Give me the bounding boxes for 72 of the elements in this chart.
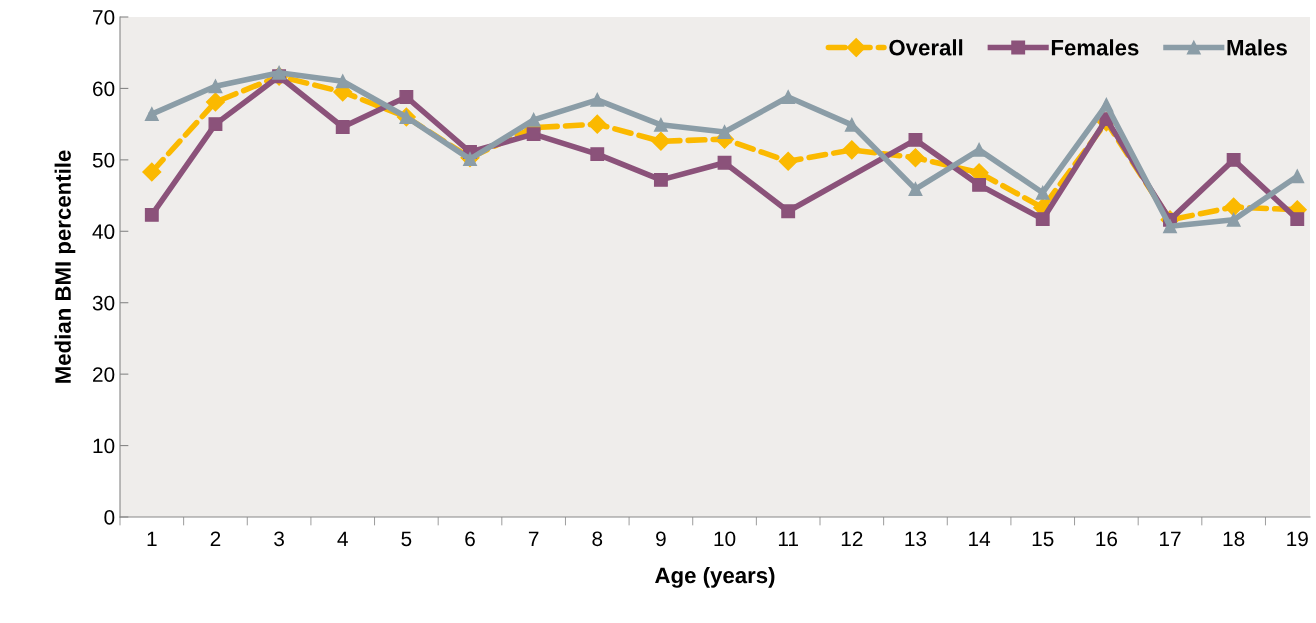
x-tick-label: 8: [592, 531, 603, 547]
point: [587, 114, 607, 134]
point: [972, 142, 987, 157]
point: [651, 131, 671, 151]
point: [844, 117, 859, 132]
point: [335, 74, 350, 89]
x-tick-label: 1: [147, 531, 157, 546]
point: [842, 140, 862, 160]
y-tick-label: 0: [104, 510, 115, 525]
point: [653, 172, 668, 187]
x-tick-label: 6: [465, 531, 475, 547]
x-tick-label: 4: [337, 531, 348, 546]
x-tick-label: 10: [714, 531, 736, 547]
legend-label: Females: [1051, 39, 1139, 56]
point: [1226, 152, 1241, 167]
y-axis-title: Median BMI percentile: [54, 150, 76, 383]
y-tick-label: 10: [93, 438, 115, 454]
x-axis-title: Age (years): [655, 566, 775, 588]
legend-label: Males: [1227, 39, 1287, 56]
point: [972, 177, 987, 192]
point: [1035, 212, 1050, 227]
y-tick-label: 50: [92, 152, 115, 168]
point: [208, 117, 223, 132]
x-tick-label: 18: [1223, 531, 1245, 547]
point: [1163, 219, 1177, 234]
x-tick-label: 12: [841, 531, 863, 546]
point: [208, 79, 223, 94]
point: [463, 152, 477, 167]
x-tick-label: 9: [656, 531, 666, 547]
x-tick-label: 14: [969, 531, 991, 546]
point: [1035, 185, 1050, 200]
point: [717, 125, 732, 139]
x-tick-label: 2: [210, 531, 221, 546]
x-tick-label: 5: [401, 531, 412, 547]
x-tick-label: 13: [905, 531, 927, 547]
x-tick-label: 7: [528, 531, 539, 546]
point: [399, 90, 414, 104]
x-tick-label: 19: [1287, 531, 1308, 547]
point: [781, 90, 796, 104]
point: [1226, 212, 1241, 227]
point: [590, 147, 605, 162]
point: [717, 155, 732, 170]
point: [653, 117, 668, 132]
point: [1290, 169, 1305, 184]
point: [144, 207, 159, 222]
x-tick-label: 3: [274, 531, 284, 547]
y-tick-label: 60: [93, 81, 115, 97]
point: [590, 92, 605, 107]
y-tick-label: 40: [92, 224, 115, 240]
point: [1224, 197, 1244, 217]
x-tick-label: 16: [1096, 531, 1118, 547]
point: [272, 65, 287, 80]
point: [778, 151, 798, 171]
point: [144, 107, 159, 122]
x-tick-label: 17: [1160, 531, 1181, 546]
point: [335, 120, 350, 134]
y-tick-label: 20: [93, 367, 115, 382]
point: [908, 132, 923, 147]
point: [526, 112, 541, 127]
point: [781, 204, 796, 219]
x-tick-label: 15: [1032, 531, 1054, 547]
point: [1099, 97, 1114, 112]
point: [908, 182, 923, 197]
x-tick-label: 11: [778, 531, 798, 546]
legend-label: Overall: [889, 39, 963, 56]
y-tick-label: 30: [92, 295, 115, 311]
point: [1290, 212, 1305, 227]
point: [142, 162, 162, 182]
y-tick-label: 70: [93, 10, 115, 25]
point: [905, 148, 925, 168]
point: [526, 127, 541, 142]
point: [205, 92, 225, 112]
